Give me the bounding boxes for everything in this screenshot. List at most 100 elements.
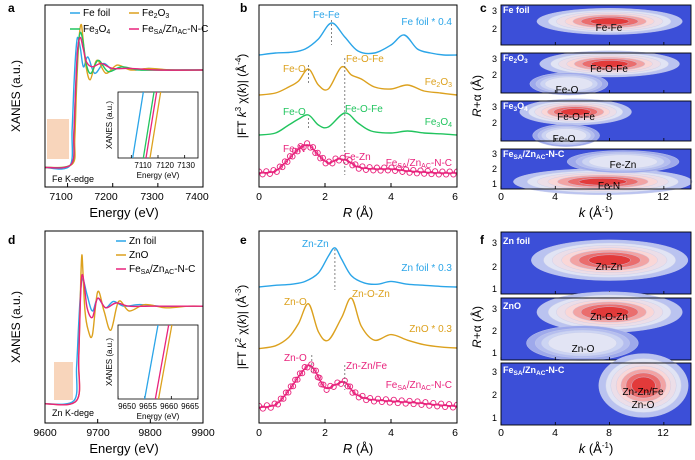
tick-a-3: 7400 bbox=[185, 191, 209, 203]
marker-b-41 bbox=[384, 167, 391, 174]
tick-f-x2: 8 bbox=[606, 427, 612, 439]
panel-c: c R+α (Å) k (Å-1) 0 4 8 12 3 2 3 2 3 2 3… bbox=[469, 1, 693, 220]
peak-b-0: Fe-Fe bbox=[313, 10, 340, 21]
inset-line-a-3 bbox=[149, 92, 162, 158]
marker-e-43 bbox=[386, 399, 393, 406]
marker-e-6 bbox=[277, 395, 284, 402]
tick-c-sub0-y3: 3 bbox=[492, 6, 497, 16]
marker-e-46 bbox=[398, 397, 405, 404]
edge-highlight-d bbox=[54, 362, 73, 400]
tick-c-x2: 8 bbox=[606, 191, 612, 203]
ylabel-e: |FT k2 χ(k)| (Å-3) bbox=[234, 285, 249, 370]
panel-b: b |FT k3 χ(k)| (Å-4) R (Å) 0 2 4 6 Fe-Fe… bbox=[234, 1, 458, 220]
wt-contour-c-1-0-6 bbox=[590, 60, 629, 68]
yticks-f: 3 2 1 3 2 1 3 2 1 bbox=[492, 238, 497, 423]
series-b-fe2o3: Fe2O3 bbox=[425, 77, 452, 89]
panel-letter-f: f bbox=[480, 233, 485, 247]
series-e-zno: ZnO * 0.3 bbox=[409, 324, 452, 335]
inset-a-tick-2: 7130 bbox=[177, 161, 195, 170]
marker-b-59 bbox=[450, 171, 457, 178]
marker-e-4 bbox=[271, 400, 278, 407]
peak-c-6: Fe-N bbox=[598, 181, 620, 192]
xanes-fe-plot bbox=[45, 23, 203, 187]
marker-b-13 bbox=[294, 148, 301, 155]
tick-c-sub3-y3: 3 bbox=[492, 149, 497, 159]
edge-label-d: Zn K-dege bbox=[52, 408, 94, 418]
wt-contour-f-1-0-6 bbox=[589, 306, 630, 318]
marker-b-4 bbox=[270, 167, 277, 174]
tick-c-sub2-y3: 3 bbox=[492, 102, 497, 112]
tick-c-x0: 0 bbox=[498, 191, 504, 203]
tick-e-3: 6 bbox=[452, 427, 458, 439]
marker-b-30 bbox=[346, 157, 353, 164]
tick-c-sub0-y2: 2 bbox=[492, 24, 497, 34]
inset-d-ylabel: XANES (a.u.) bbox=[105, 338, 114, 386]
wt-contour-c-2-0-6 bbox=[560, 108, 591, 116]
inset-d-tick-2: 9660 bbox=[160, 402, 178, 411]
tick-b-0: 0 bbox=[256, 191, 262, 203]
peaks-f: Zn-Zn Zn-O-Zn Zn-O Zn-Zn/Fe Zn-O bbox=[572, 262, 664, 411]
panel-letter-a: a bbox=[8, 1, 15, 15]
inset-d-plot bbox=[118, 325, 198, 399]
marker-e-33 bbox=[349, 389, 356, 396]
tick-d-1: 9700 bbox=[86, 427, 110, 439]
marker-b-46 bbox=[402, 166, 410, 173]
marker-e-3 bbox=[267, 404, 274, 411]
panel-letter-e: e bbox=[240, 233, 247, 247]
marker-e-9 bbox=[285, 389, 292, 396]
marker-b-5 bbox=[273, 168, 280, 175]
marker-e-56 bbox=[438, 400, 445, 407]
peak-b-2: Fe-O-Fe bbox=[346, 54, 384, 65]
peak-e-2: Zn-O-Zn bbox=[352, 289, 390, 300]
panel-letter-b: b bbox=[240, 1, 247, 15]
marker-b-54 bbox=[432, 168, 439, 175]
plot-e-frame bbox=[258, 230, 458, 424]
marker-b-24 bbox=[325, 158, 333, 165]
tick-f-sub2-y2: 2 bbox=[492, 390, 497, 400]
tick-e-2: 4 bbox=[388, 427, 394, 439]
marker-b-55 bbox=[435, 171, 442, 178]
marker-e-17 bbox=[304, 364, 311, 371]
marker-e-19 bbox=[310, 367, 317, 374]
marker-e-52 bbox=[422, 399, 429, 406]
marker-e-22 bbox=[316, 374, 323, 381]
marker-e-15 bbox=[299, 370, 306, 377]
inset-d-xlabel: Energy (eV) bbox=[137, 412, 180, 421]
title-f-0: Zn foil bbox=[503, 236, 530, 246]
series-e-1 bbox=[259, 297, 457, 350]
marker-b-48 bbox=[410, 166, 417, 174]
series-b-0 bbox=[259, 22, 457, 56]
marker-b-34 bbox=[359, 163, 366, 170]
peak-e-4: Zn-Zn/Fe bbox=[346, 361, 388, 372]
marker-b-29 bbox=[343, 158, 350, 165]
marker-b-44 bbox=[395, 165, 402, 172]
tick-f-x1: 4 bbox=[552, 427, 558, 439]
tick-f-x0: 0 bbox=[498, 427, 504, 439]
ylabel-d: XANES (a.u.) bbox=[9, 291, 23, 363]
marker-e-26 bbox=[327, 382, 334, 389]
series-e-0 bbox=[259, 247, 457, 288]
xanes-zn-plot bbox=[45, 254, 203, 423]
yticks-c: 3 2 3 2 3 2 3 2 1 bbox=[492, 6, 497, 189]
marker-b-21 bbox=[317, 155, 324, 162]
marker-b-18 bbox=[309, 144, 317, 151]
peak-c-2: Fe-O bbox=[556, 85, 579, 96]
marker-e-29 bbox=[337, 380, 345, 387]
tick-f-sub0-y2: 2 bbox=[492, 262, 497, 272]
peak-f-3: Zn-Zn/Fe bbox=[622, 387, 664, 398]
tick-c-sub3-y2: 2 bbox=[492, 164, 497, 174]
tick-f-sub2-y3: 3 bbox=[492, 367, 497, 377]
wt-frame-c-3 bbox=[500, 148, 692, 190]
peak-f-0: Zn-Zn bbox=[596, 262, 623, 273]
tick-c-sub3-y1: 1 bbox=[492, 179, 497, 189]
tick-b-2: 4 bbox=[388, 191, 394, 203]
panel-a: a XANES (a.u.) Energy (eV) Fe K-edge 710… bbox=[8, 1, 209, 220]
xlabel-c: k (Å-1) bbox=[579, 205, 614, 220]
title-f-2: FeSA/ZnAC-N-C bbox=[503, 365, 565, 377]
peak-c-4: Fe-O bbox=[553, 134, 576, 145]
peak-b-1: Fe-O bbox=[283, 64, 306, 75]
marker-e-25 bbox=[323, 386, 330, 393]
peak-b-5: Fe-N bbox=[283, 144, 305, 155]
marker-b-3 bbox=[266, 170, 273, 177]
